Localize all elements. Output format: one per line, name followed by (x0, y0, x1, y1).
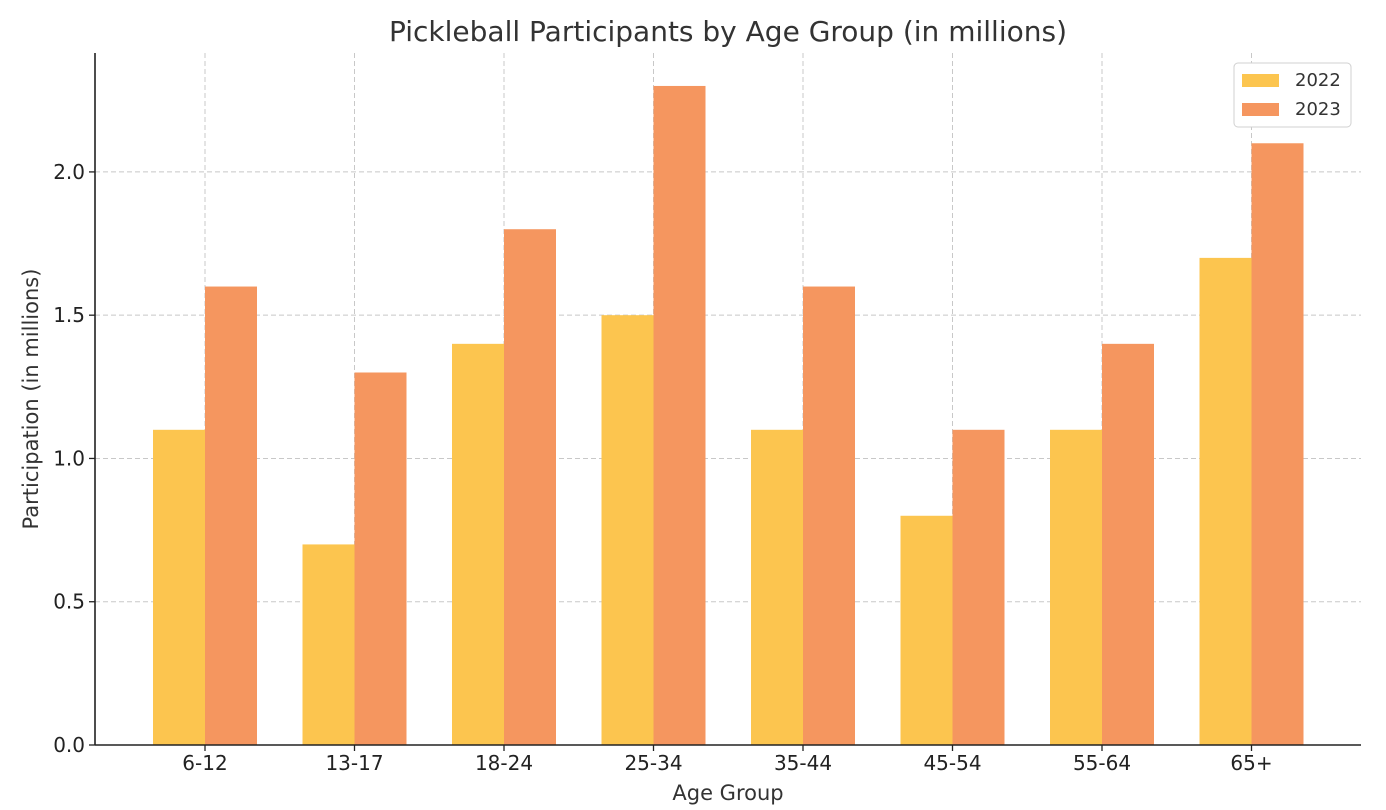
x-axis-label: Age Group (672, 781, 783, 805)
x-tick-label: 6-12 (182, 751, 227, 775)
bar-2022-13-17 (302, 544, 355, 745)
bar-2022-6-12 (153, 429, 205, 745)
x-tick-label: 65+ (1230, 751, 1272, 775)
legend-swatch-2023 (1242, 103, 1279, 116)
bar-2022-18-24 (452, 343, 504, 745)
bars-layer (153, 85, 1304, 745)
x-tick-label: 13-17 (325, 751, 383, 775)
y-tick-label: 1.0 (53, 446, 85, 470)
bar-2023-65+ (1251, 143, 1304, 745)
x-tick-label: 55-64 (1073, 751, 1131, 775)
legend-label-2022: 2022 (1295, 70, 1341, 91)
y-tick-label: 0.5 (53, 590, 85, 614)
legend: 2022 2023 (1233, 62, 1352, 128)
x-tick-label: 35-44 (774, 751, 832, 775)
x-tick-label: 45-54 (923, 751, 981, 775)
bar-2022-35-44 (751, 429, 803, 745)
grid-layer (95, 53, 1361, 745)
x-tick-label: 25-34 (624, 751, 682, 775)
legend-label-2023: 2023 (1295, 99, 1341, 120)
bar-2022-55-64 (1050, 429, 1102, 745)
y-tick-label: 2.0 (53, 160, 85, 184)
bar-2022-45-54 (900, 515, 953, 745)
legend-swatch-2022 (1242, 74, 1279, 87)
bar-2023-25-34 (653, 85, 706, 745)
bar-2023-6-12 (205, 286, 257, 745)
axes-layer (94, 53, 1361, 746)
bar-2023-55-64 (1102, 343, 1154, 745)
bar-2022-65+ (1199, 257, 1252, 745)
bar-2022-25-34 (601, 315, 654, 745)
bar-2023-18-24 (504, 229, 556, 745)
ticks-layer: 0.0 0.5 1.0 1.5 2.0 6-12 13-17 18-24 25-34 35-44 4… (53, 160, 1272, 775)
bar-2023-45-54 (952, 429, 1005, 745)
y-tick-label: 0.0 (53, 733, 85, 757)
bar-2023-13-17 (354, 372, 407, 745)
x-tick-label: 18-24 (475, 751, 533, 775)
y-axis-label: Participation (in millions) (19, 269, 43, 530)
y-tick-label: 1.5 (53, 303, 85, 327)
chart-title: Pickleball Participants by Age Group (in… (389, 15, 1067, 48)
bar-2023-35-44 (803, 286, 855, 745)
